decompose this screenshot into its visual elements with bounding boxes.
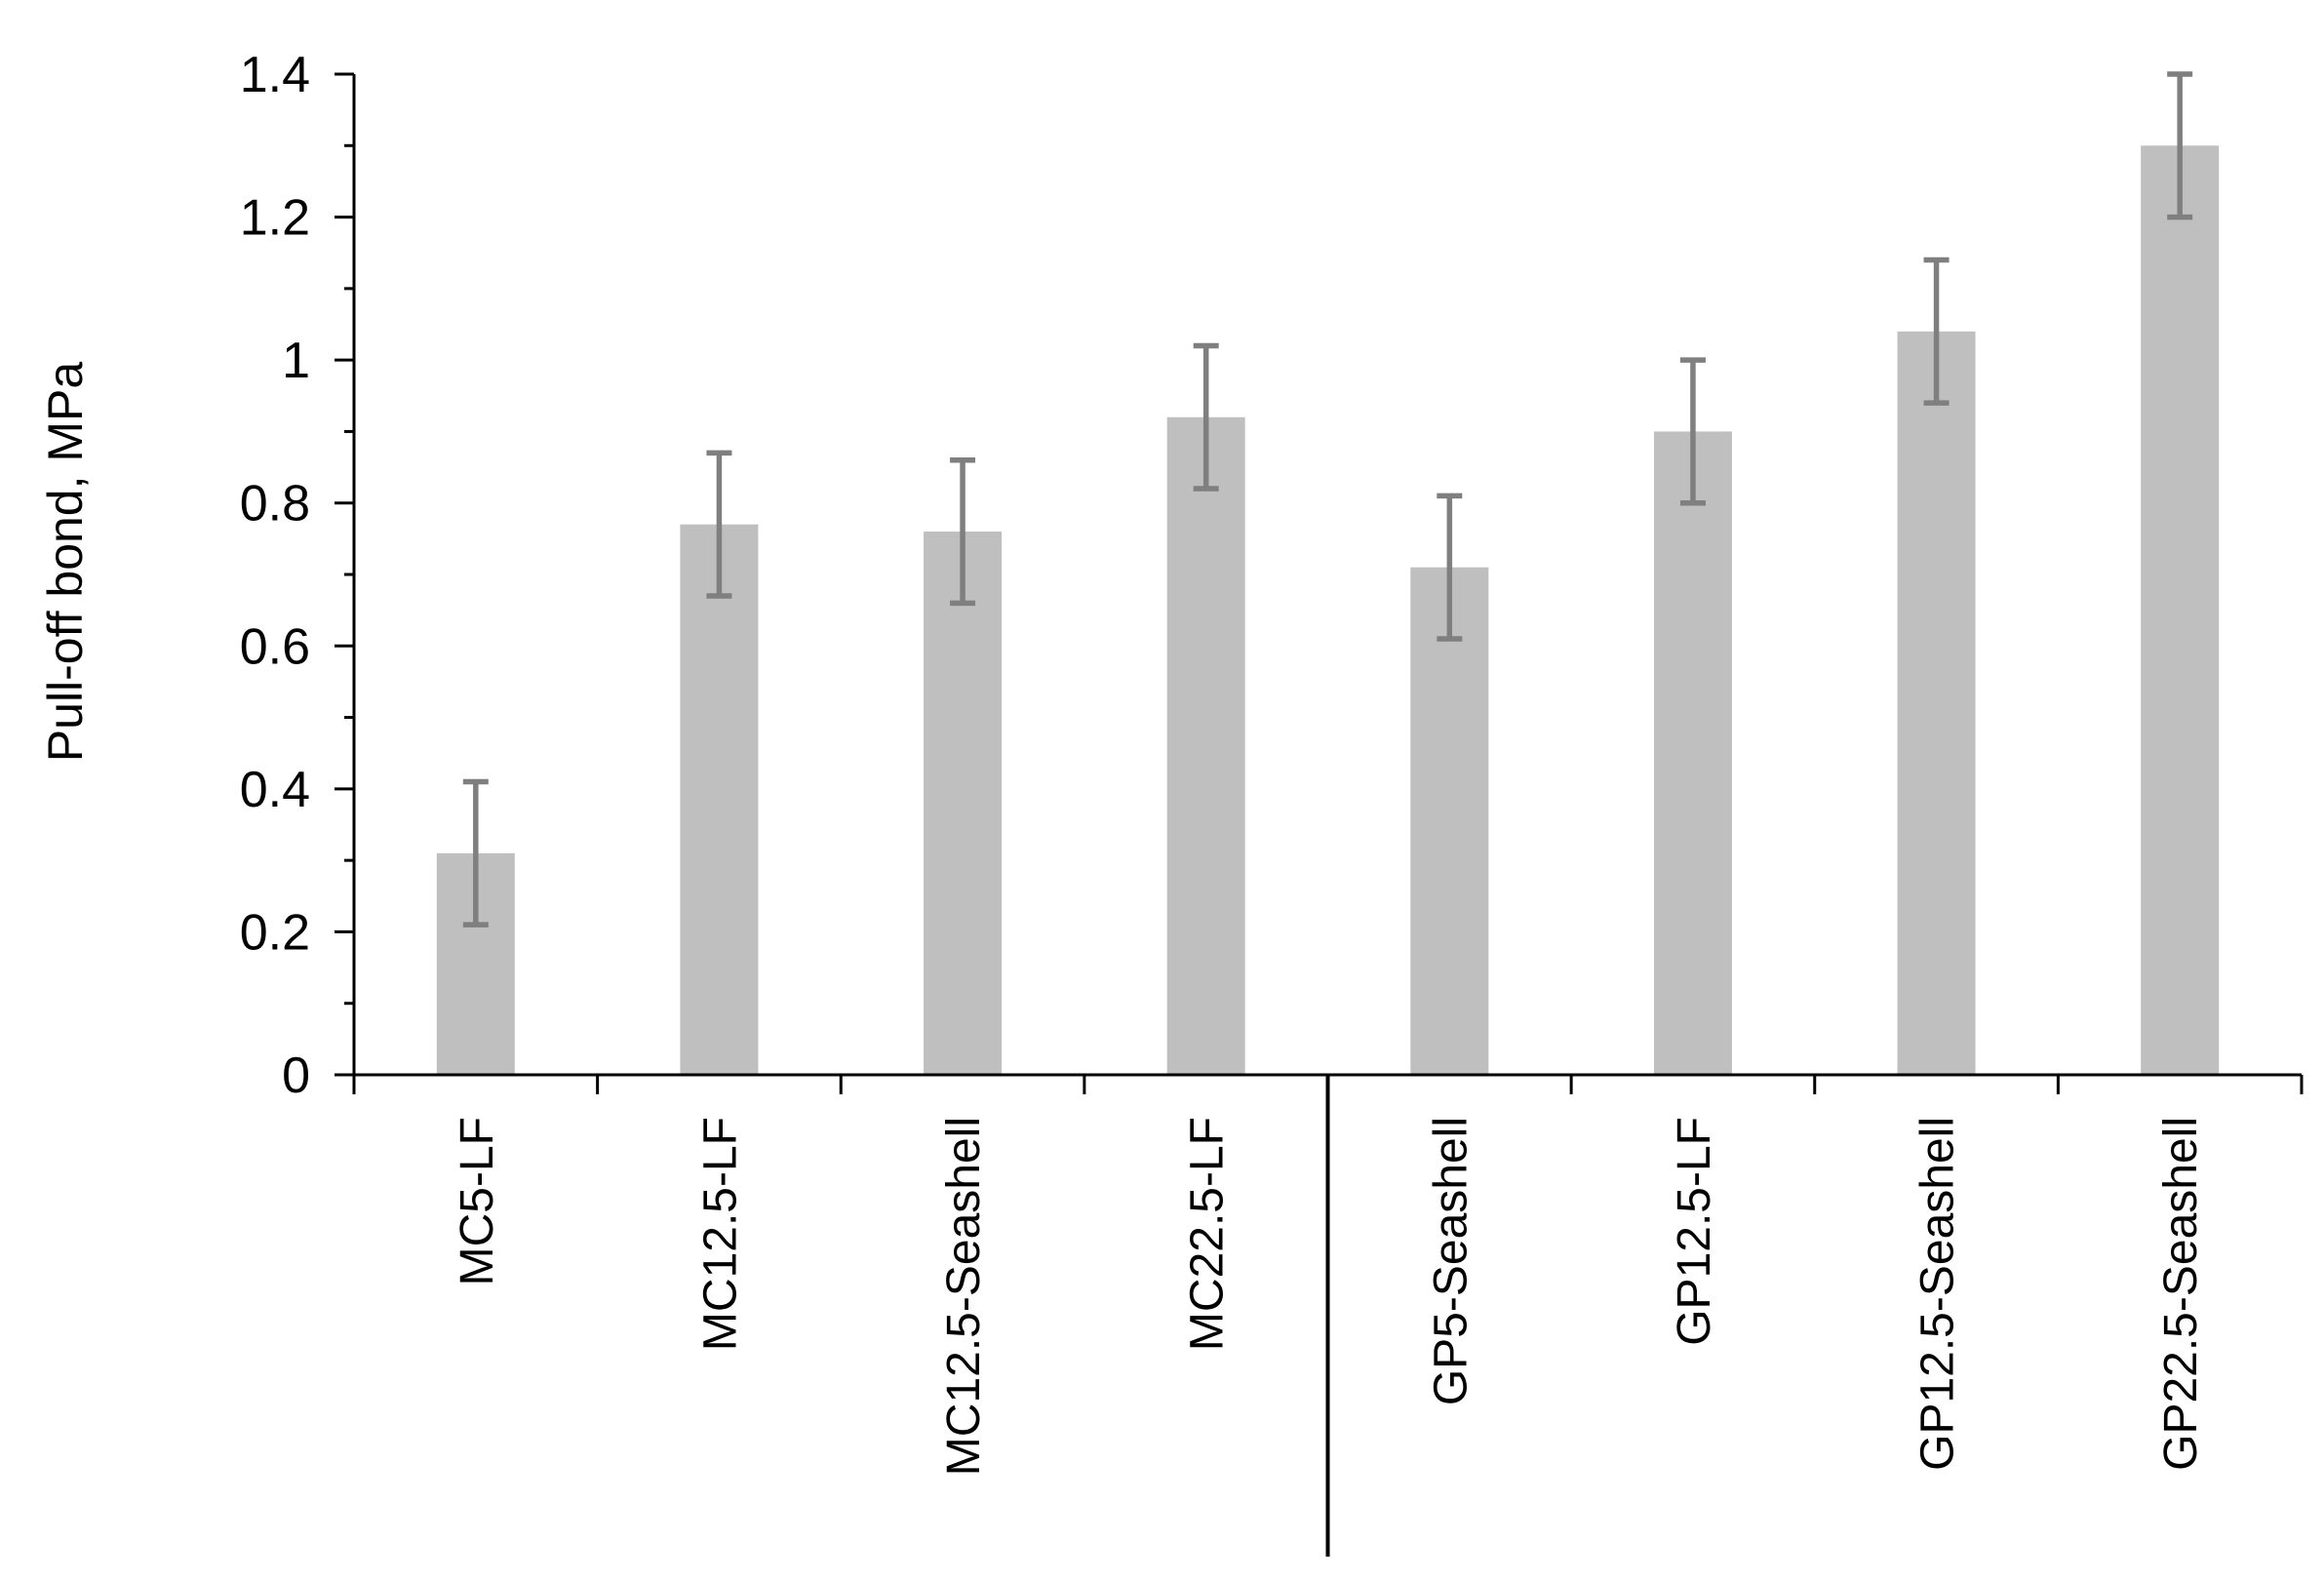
y-tick-label: 0.6	[240, 618, 310, 675]
bar-3	[924, 532, 1003, 1075]
y-tick-label: 0.2	[240, 904, 310, 961]
x-tick-label: GP5-Seashell	[1425, 1117, 1477, 1405]
x-tick-label: GP12.5-LF	[1669, 1117, 1720, 1346]
y-tick-label: 0.8	[240, 476, 310, 533]
bar-2	[680, 524, 759, 1075]
x-tick-label: MC5-LF	[452, 1117, 503, 1285]
x-tick-label: GP12.5-Seashell	[1912, 1117, 1964, 1471]
x-tick-label: GP22.5-Seashell	[2155, 1117, 2207, 1471]
bar-6	[1653, 431, 1732, 1075]
y-tick-label: 1.4	[240, 47, 310, 103]
bar-4	[1166, 416, 1245, 1075]
x-tick-label: MC12.5-Seashell	[938, 1117, 990, 1476]
y-tick-label: 0.4	[240, 762, 310, 818]
y-tick-label: 1.2	[240, 190, 310, 247]
x-tick-label: MC22.5-LF	[1182, 1117, 1234, 1351]
y-tick-label: 1	[282, 333, 310, 389]
y-tick-label: 0	[282, 1047, 310, 1104]
x-tick-label: MC12.5-LF	[694, 1117, 746, 1351]
y-axis-label: Pull-off bond, MPa	[38, 362, 93, 763]
bar-7	[1897, 331, 1976, 1075]
bar-8	[2141, 145, 2220, 1076]
bar-5	[1410, 567, 1489, 1075]
